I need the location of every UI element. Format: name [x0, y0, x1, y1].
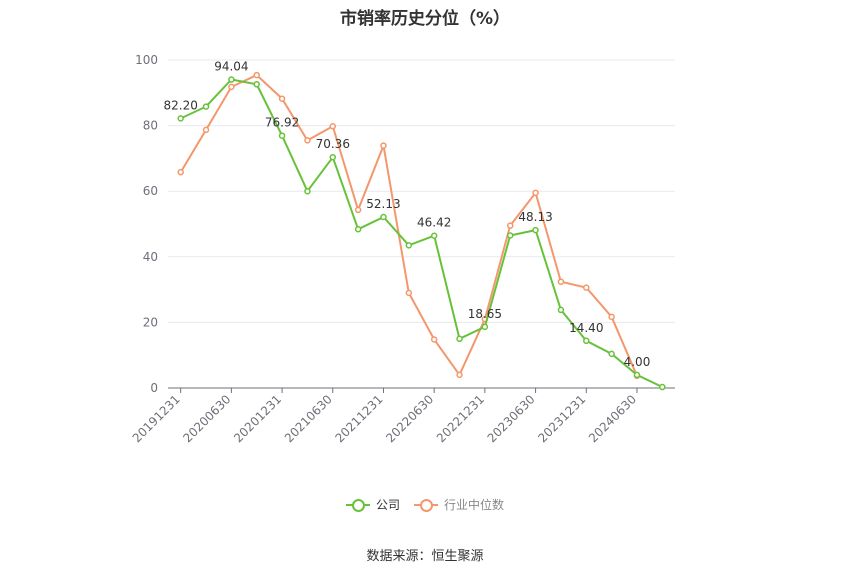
data-point[interactable] — [304, 137, 311, 144]
data-point[interactable] — [557, 278, 565, 285]
data-point[interactable] — [202, 126, 210, 134]
x-tick-label: 20200630 — [180, 392, 233, 445]
x-tick-label: 20210630 — [282, 392, 335, 445]
data-point[interactable] — [557, 306, 565, 314]
data-point[interactable] — [329, 123, 337, 130]
y-tick-label: 20 — [143, 315, 158, 329]
data-label: 46.42 — [417, 216, 451, 230]
data-point[interactable] — [380, 213, 387, 221]
data-label: 94.04 — [214, 60, 248, 74]
data-point[interactable] — [253, 71, 260, 79]
data-label: 52.13 — [366, 197, 400, 211]
data-source: 数据来源：恒生聚源 — [366, 549, 484, 564]
data-point[interactable] — [583, 284, 590, 291]
data-point[interactable] — [354, 225, 362, 233]
x-tick-label: 20221231 — [434, 392, 487, 445]
data-point[interactable] — [202, 103, 210, 110]
data-label: 70.36 — [316, 137, 350, 151]
x-tick-label: 20240630 — [586, 392, 639, 445]
data-label: 76.92 — [265, 116, 299, 130]
grid-lines — [168, 59, 675, 323]
data-point[interactable] — [659, 383, 666, 391]
data-point[interactable] — [608, 313, 615, 321]
series-layer — [177, 71, 666, 391]
data-labels: 82.20 94.04 76.92 70.36 52.13 46.42 18.65 48.13… — [163, 60, 650, 369]
x-tick-label: 20201231 — [231, 392, 284, 445]
y-tick-label: 0 — [150, 381, 158, 395]
x-tick-label: 20231231 — [535, 392, 588, 445]
y-tick-label: 100 — [135, 53, 158, 67]
data-point[interactable] — [278, 132, 286, 139]
data-point[interactable] — [430, 336, 438, 343]
legend-label-industry-median: 行业中位数 — [444, 498, 505, 512]
data-point[interactable] — [608, 350, 615, 358]
series-line — [180, 78, 663, 388]
data-label: 18.65 — [468, 307, 502, 321]
y-tick-label: 80 — [143, 119, 158, 133]
y-axis: 0 20 40 60 80 100 — [135, 53, 158, 395]
legend: 公司 行业中位数 — [0, 496, 850, 513]
data-point[interactable] — [405, 289, 413, 297]
x-tick-label: 20211231 — [333, 392, 386, 445]
chart-title: 市销率历史分位（%） — [339, 9, 511, 29]
x-tick-label: 20220630 — [383, 392, 436, 445]
data-point[interactable] — [177, 115, 184, 122]
data-point[interactable] — [583, 337, 590, 345]
data-point[interactable] — [253, 81, 260, 88]
data-point[interactable] — [532, 226, 539, 234]
legend-label-company: 公司 — [375, 498, 400, 512]
x-tick-label: 20191231 — [130, 392, 183, 445]
data-point[interactable] — [456, 371, 463, 379]
data-point[interactable] — [532, 189, 539, 197]
data-point[interactable] — [506, 232, 514, 239]
data-label: 4.00 — [624, 355, 651, 369]
legend-swatch-company — [345, 498, 370, 512]
data-point[interactable] — [228, 83, 235, 91]
data-point[interactable] — [329, 153, 337, 161]
data-point[interactable] — [456, 335, 463, 343]
legend-item-company[interactable]: 公司 — [345, 496, 400, 513]
data-point[interactable] — [228, 76, 235, 83]
data-point[interactable] — [506, 222, 514, 229]
data-point[interactable] — [354, 206, 362, 214]
x-axis: 2019123120200630202012312021063020211231… — [130, 387, 675, 445]
x-tick-label: 20230630 — [485, 392, 538, 445]
data-label: 82.20 — [163, 98, 197, 112]
data-point[interactable] — [177, 168, 184, 176]
legend-swatch-industry-median — [414, 498, 438, 512]
series-company — [177, 76, 666, 391]
y-tick-label: 40 — [143, 250, 158, 264]
data-point[interactable] — [278, 95, 286, 102]
y-tick-label: 60 — [143, 184, 158, 198]
data-point[interactable] — [633, 371, 641, 379]
data-point[interactable] — [481, 323, 489, 331]
data-point[interactable] — [405, 242, 413, 249]
data-point[interactable] — [380, 142, 387, 149]
data-label: 14.40 — [569, 321, 603, 335]
data-point[interactable] — [430, 232, 438, 239]
data-point[interactable] — [304, 187, 311, 195]
legend-item-industry-median[interactable]: 行业中位数 — [414, 496, 504, 513]
data-label: 48.13 — [518, 210, 552, 224]
